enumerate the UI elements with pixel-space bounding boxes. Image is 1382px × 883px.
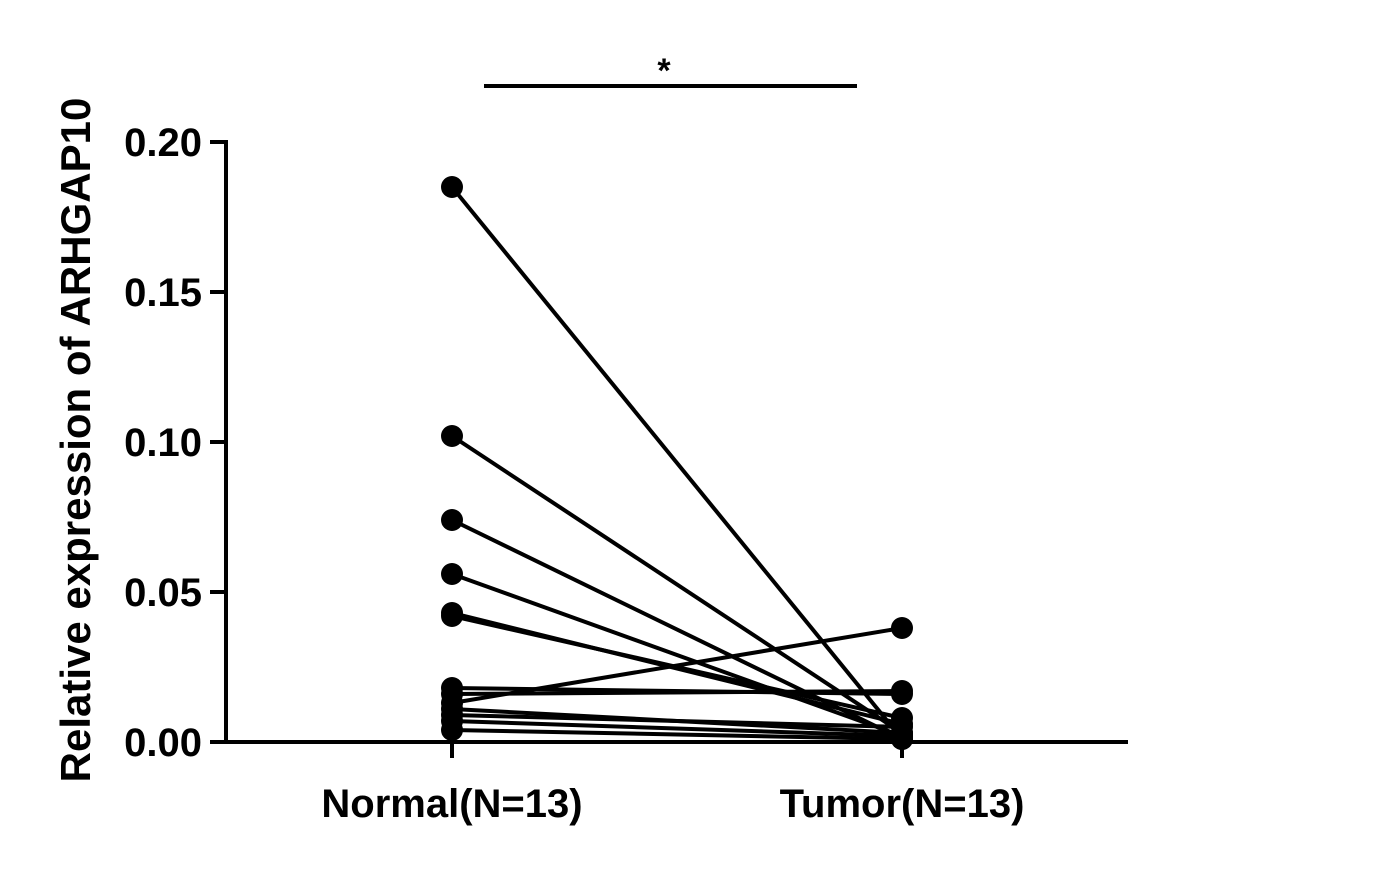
y-tick-label: 0.10 — [124, 421, 202, 465]
pair-line — [450, 185, 904, 741]
pair-line — [451, 572, 903, 738]
y-tick-label: 0.15 — [124, 271, 202, 315]
pair-line — [451, 728, 903, 741]
normal-point — [441, 425, 463, 447]
y-axis-title: Relative expression of ARHGAP10 — [52, 98, 99, 783]
y-axis: 0.00 0.05 0.10 0.15 0.20 — [124, 121, 228, 765]
data-points — [441, 176, 913, 750]
normal-point — [441, 605, 463, 627]
normal-point — [441, 719, 463, 741]
normal-point — [441, 563, 463, 585]
significance-annotation: * — [484, 52, 857, 90]
pair-line — [451, 719, 903, 738]
tumor-point — [891, 680, 913, 702]
pair-line — [450, 434, 904, 735]
normal-point — [441, 176, 463, 198]
y-axis-title-group: Relative expression of ARHGAP10 — [52, 98, 99, 783]
significance-label: * — [657, 52, 671, 90]
x-category-label: Tumor(N=13) — [780, 782, 1025, 826]
pair-line — [451, 713, 903, 729]
tumor-point — [891, 728, 913, 750]
x-category-label: Normal(N=13) — [321, 782, 582, 826]
y-tick-label: 0.20 — [124, 121, 202, 165]
pair-line — [451, 626, 903, 705]
tumor-point — [891, 617, 913, 639]
y-tick-label: 0.05 — [124, 571, 202, 615]
y-tick-label: 0.00 — [124, 721, 202, 765]
paired-lines — [450, 185, 904, 741]
x-axis: Normal(N=13) Tumor(N=13) — [226, 740, 1128, 826]
normal-point — [441, 509, 463, 531]
pair-line — [451, 689, 903, 696]
